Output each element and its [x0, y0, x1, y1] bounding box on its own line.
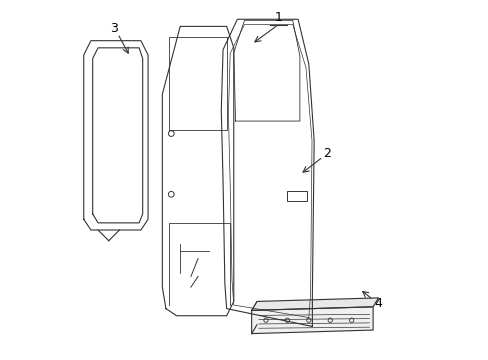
Text: 2: 2 — [322, 147, 330, 160]
Text: 1: 1 — [274, 11, 282, 24]
Text: 4: 4 — [374, 297, 382, 310]
Text: 3: 3 — [110, 22, 118, 35]
Polygon shape — [251, 307, 372, 334]
Bar — [287, 191, 306, 202]
Polygon shape — [251, 298, 378, 310]
